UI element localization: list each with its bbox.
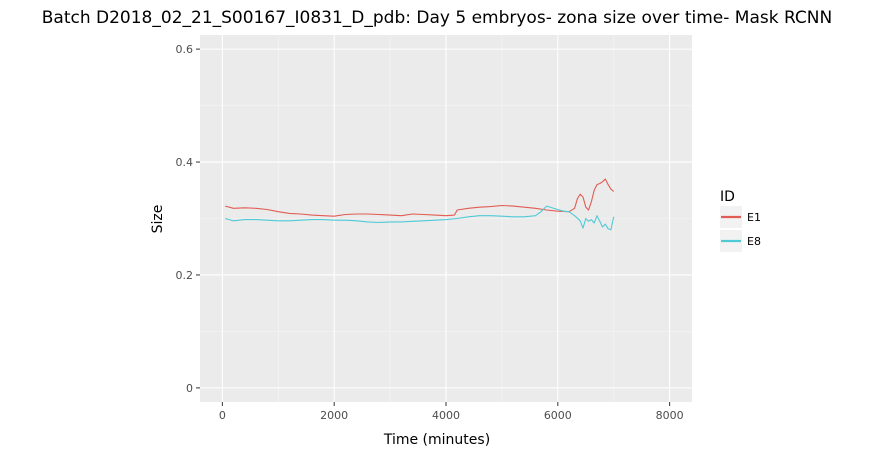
x-axis-title: Time (minutes) bbox=[383, 432, 490, 448]
y-tick-label: 0.6 bbox=[176, 43, 194, 56]
y-tick-label: 0.2 bbox=[176, 269, 194, 282]
series-line-e1 bbox=[225, 178, 615, 217]
legend-title: ID bbox=[720, 189, 735, 205]
x-axis-ticks: 0 2000 4000 6000 8000 bbox=[219, 402, 684, 422]
legend-label-e1: E1 bbox=[747, 211, 761, 224]
x-tick-label: 2000 bbox=[320, 409, 348, 422]
y-tick-label: 0 bbox=[186, 382, 193, 395]
chart-title: Batch D2018_02_21_S00167_I0831_D_pdb: Da… bbox=[42, 8, 832, 28]
y-axis-ticks: 0 0.2 0.4 0.6 bbox=[176, 43, 200, 395]
major-grid bbox=[200, 35, 692, 402]
x-tick-label: 6000 bbox=[544, 409, 572, 422]
legend: ID E1 E8 bbox=[720, 189, 761, 252]
y-tick-label: 0.4 bbox=[176, 156, 194, 169]
x-tick-label: 8000 bbox=[656, 409, 684, 422]
y-axis-title: Size bbox=[150, 205, 166, 234]
x-tick-label: 0 bbox=[219, 409, 226, 422]
series-line-e8 bbox=[225, 205, 615, 231]
x-tick-label: 4000 bbox=[432, 409, 460, 422]
series-lines bbox=[225, 178, 615, 231]
legend-label-e8: E8 bbox=[747, 235, 761, 248]
